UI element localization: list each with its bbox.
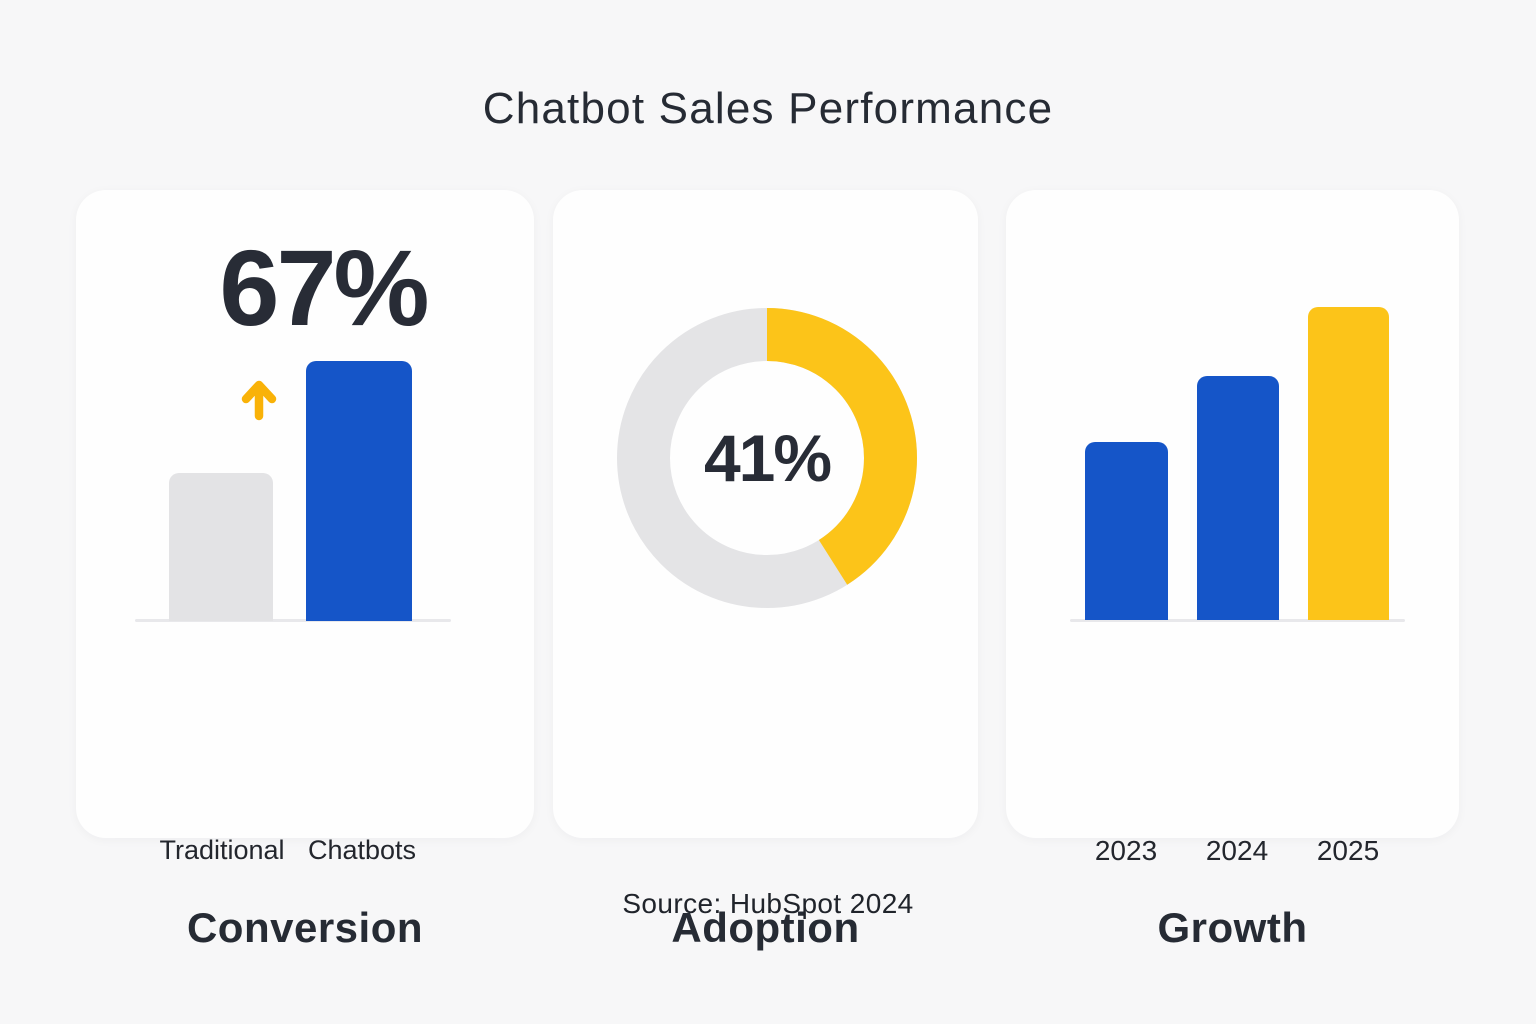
growth-bar-2023 xyxy=(1085,441,1168,620)
adoption-card-label: Adoption xyxy=(671,904,860,951)
chatbots-bar-label: Chatbots xyxy=(307,835,417,865)
growth-bar-2024 xyxy=(1197,375,1279,620)
conversion-card: 67% Traditional Chatbots Conversion xyxy=(76,190,534,951)
growth-card-label: Growth xyxy=(1157,904,1308,951)
growth-bar-2025 xyxy=(1308,307,1389,620)
source-attribution: Source: HubSpot 2024 xyxy=(622,888,914,919)
adoption-card: 41% Adoption xyxy=(553,190,978,951)
growth-year-label-2024: 2024 xyxy=(1205,835,1269,866)
traditional-bar xyxy=(169,472,273,621)
growth-year-label-2025: 2025 xyxy=(1316,835,1380,866)
conversion-headline-value: 67% xyxy=(219,227,429,348)
adoption-percent-value: 41% xyxy=(703,421,832,495)
conversion-axis-line xyxy=(135,619,451,622)
chatbots-bar xyxy=(306,361,412,621)
up-arrow-icon xyxy=(241,380,277,421)
page-title: Chatbot Sales Performance xyxy=(482,84,1054,133)
adoption-donut-chart xyxy=(617,308,917,608)
traditional-bar-label: Traditional xyxy=(159,835,285,865)
growth-axis-line xyxy=(1070,619,1405,622)
conversion-card-label: Conversion xyxy=(186,904,424,951)
growth-card: 2023 2024 2025 Growth xyxy=(1006,190,1459,951)
donut-value-arc xyxy=(617,308,917,608)
growth-year-label-2023: 2023 xyxy=(1094,835,1158,866)
